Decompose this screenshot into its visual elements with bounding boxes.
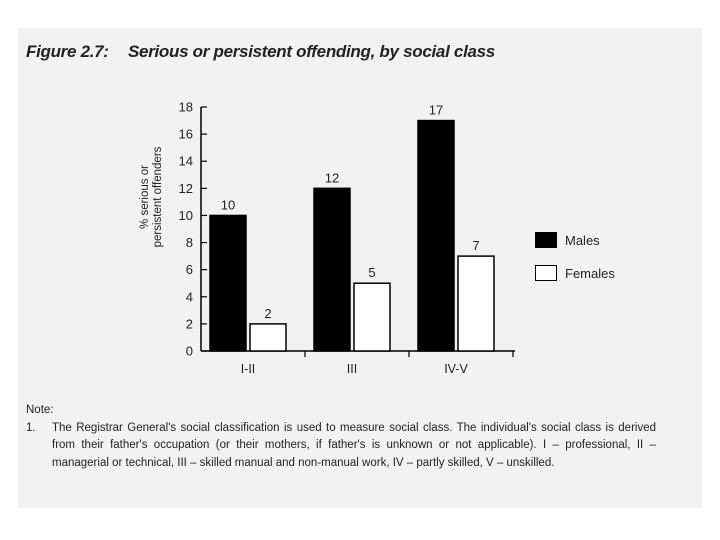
figure-number: Figure 2.7: (26, 42, 109, 61)
y-tick-label: 12 (179, 181, 193, 196)
y-tick-label: 4 (186, 289, 193, 304)
bar-females-iii (353, 282, 391, 352)
y-tick-label: 14 (179, 154, 193, 169)
y-tick-label: 10 (179, 208, 193, 223)
legend-label-females: Females (565, 265, 615, 281)
y-axis-label-line-1: % serious or (139, 165, 151, 229)
note-item: 1. The Registrar General's social classi… (26, 420, 656, 473)
data-label: 7 (472, 238, 479, 253)
x-tick-label: I-II (241, 362, 256, 376)
data-label: 2 (264, 306, 271, 321)
bar-chart: 0 2 4 6 8 10 12 14 16 18 10 2 I-II 12 5 III 17 7 IV-V (179, 100, 515, 376)
bar-males-iv-v (417, 119, 455, 352)
legend-swatch-females (535, 265, 557, 281)
notes: Note: 1. The Registrar General's social … (26, 402, 656, 472)
legend-label-males: Males (565, 232, 600, 248)
y-tick-label: 2 (186, 316, 193, 331)
note-number: 1. (26, 421, 36, 434)
y-axis-label-line-2: persistent offenders (152, 146, 164, 248)
data-label: 10 (221, 197, 235, 212)
legend-swatch-males (535, 232, 557, 248)
figure-panel: Figure 2.7: Serious or persistent offendi… (18, 28, 702, 508)
bar-males-iii (313, 187, 351, 352)
figure-title-text: Serious or persistent offending, by soci… (128, 42, 495, 61)
data-label: 12 (325, 170, 339, 185)
note-heading: Note: (26, 404, 54, 416)
figure-title: Figure 2.7: Serious or persistent offendi… (26, 42, 495, 62)
y-tick-label: 16 (179, 127, 193, 142)
note-text: The Registrar General's social classific… (52, 421, 656, 469)
data-label: 5 (368, 265, 375, 280)
y-tick-label: 8 (186, 235, 193, 250)
bar-females-i-ii (249, 323, 287, 352)
x-tick-label: III (347, 362, 357, 376)
y-tick-label: 18 (179, 100, 193, 115)
x-tick-label: IV-V (444, 362, 468, 376)
data-label: 17 (429, 103, 443, 118)
legend-item-females: Females (535, 265, 615, 281)
bar-males-i-ii (209, 214, 247, 352)
y-tick-label: 0 (186, 344, 193, 359)
y-tick-label: 6 (186, 262, 193, 277)
legend-item-males: Males (535, 232, 600, 248)
bar-females-iv-v (457, 255, 495, 352)
